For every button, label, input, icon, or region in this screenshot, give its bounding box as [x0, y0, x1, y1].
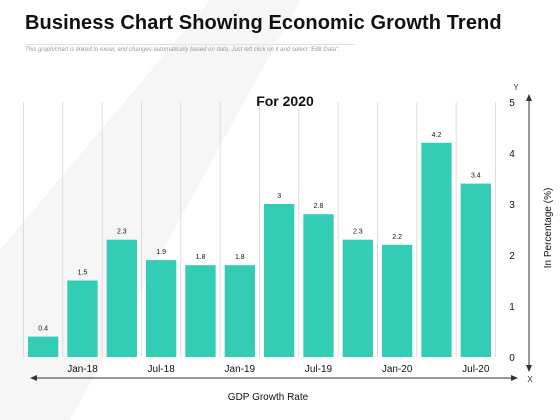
bar — [382, 244, 413, 357]
y-tick-label: 5 — [509, 98, 515, 109]
bar-value-label: 2.2 — [392, 234, 402, 241]
bar — [146, 260, 177, 357]
bar-value-labels: 0.4 1.5 2.3 1.9 1.8 1.8 3 2.8 2.3 2.2 4.2 3.4 — [38, 132, 481, 333]
x-axis-label: GDP Growth Rate — [228, 392, 309, 403]
bar — [342, 239, 373, 357]
x-tick-labels: Jan-18 Jul-18 Jan-19 Jul-19 Jan-20 Jul-20 — [67, 364, 490, 375]
y-axis-arrow-top — [526, 94, 532, 101]
y-axis-label: In Percentage (%) — [543, 188, 554, 269]
bar-value-label: 2.3 — [117, 229, 127, 236]
x-axis-arrow-right — [511, 375, 518, 381]
x-tick-label: Jul-18 — [148, 364, 176, 375]
y-tick-label: 2 — [509, 251, 515, 262]
bars — [28, 142, 491, 357]
page-subtitle: This graph/chart is linked to excel, and… — [25, 47, 340, 53]
bar-value-label: 1.8 — [196, 254, 206, 261]
x-tick-label: Jan-19 — [225, 364, 256, 375]
bar — [28, 336, 59, 357]
bar — [421, 142, 452, 357]
bar-value-label: 3 — [277, 193, 281, 200]
y-tick-labels: 0 1 2 3 4 5 — [509, 98, 515, 364]
chart-title: For 2020 — [256, 93, 314, 109]
x-tick-label: Jul-20 — [462, 364, 490, 375]
y-tick-label: 0 — [509, 353, 515, 364]
bar-value-label: 0.4 — [38, 326, 48, 333]
y-tick-label: 4 — [509, 149, 515, 160]
x-tick-label: Jul-19 — [305, 364, 333, 375]
bar — [264, 204, 295, 357]
page-title: Business Chart Showing Economic Growth T… — [25, 12, 502, 34]
y-tick-label: 3 — [509, 200, 515, 211]
bar — [224, 265, 255, 357]
y-axis-arrow-bottom — [526, 365, 532, 372]
bar-value-label: 2.8 — [314, 203, 324, 210]
bar-value-label: 1.8 — [235, 254, 245, 261]
bar-value-label: 1.9 — [156, 249, 166, 256]
x-tick-label: Jan-18 — [67, 364, 98, 375]
bar-value-label: 2.3 — [353, 229, 363, 236]
bar-value-label: 4.2 — [432, 132, 442, 139]
bar — [185, 265, 216, 357]
bar — [106, 239, 137, 357]
x-axis-letter: X — [527, 375, 533, 384]
title-divider — [25, 44, 355, 45]
bar-value-label: 1.5 — [78, 270, 88, 277]
bar — [460, 183, 491, 357]
grid-lines — [23, 102, 496, 357]
y-axis-letter: Y — [513, 83, 519, 92]
x-axis-arrow-left — [30, 375, 37, 381]
bar-value-label: 3.4 — [471, 173, 481, 180]
bar — [303, 214, 334, 357]
x-tick-label: Jan-20 — [382, 364, 413, 375]
bar — [67, 280, 98, 357]
y-tick-label: 1 — [509, 302, 515, 313]
